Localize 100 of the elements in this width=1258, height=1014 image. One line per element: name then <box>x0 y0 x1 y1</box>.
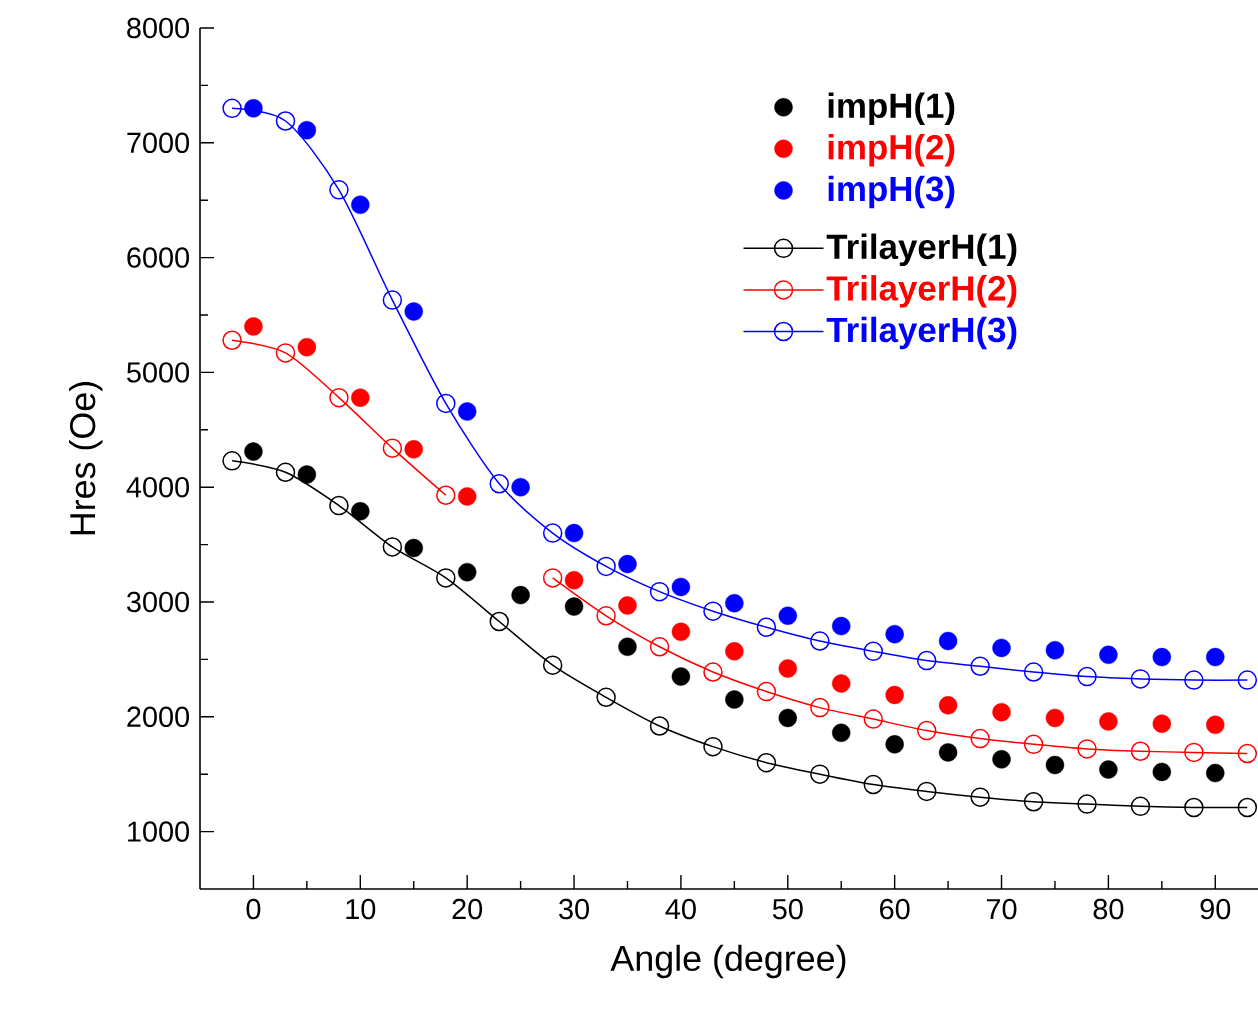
point <box>618 596 637 615</box>
point <box>1152 762 1172 782</box>
point <box>671 577 691 597</box>
legend-label: impH(2) <box>828 134 955 167</box>
point <box>863 641 884 662</box>
point <box>756 752 777 773</box>
point <box>1152 714 1172 733</box>
point <box>649 716 670 736</box>
point <box>649 581 670 602</box>
point <box>596 687 616 708</box>
y-tick-label: 6000 <box>127 247 190 268</box>
point <box>618 637 637 656</box>
point <box>1237 797 1258 818</box>
point <box>938 743 958 762</box>
point <box>885 624 904 644</box>
x-tick-label: 0 <box>246 898 261 920</box>
y-tick-label: 5000 <box>127 362 190 383</box>
point <box>542 523 563 543</box>
point <box>832 674 851 693</box>
point <box>756 617 777 637</box>
point <box>938 631 958 651</box>
point <box>351 195 370 214</box>
point <box>542 655 563 675</box>
point <box>244 99 263 118</box>
point <box>1023 734 1044 755</box>
point <box>222 330 242 350</box>
point <box>1237 743 1258 764</box>
y-axis-title: Hres (Oe) <box>69 382 103 535</box>
point <box>863 709 884 729</box>
point <box>1023 792 1044 812</box>
point <box>275 462 296 483</box>
point <box>244 317 263 336</box>
point <box>725 690 744 709</box>
point <box>404 440 423 459</box>
point <box>1130 669 1151 689</box>
point <box>1130 741 1151 761</box>
point <box>436 393 456 414</box>
point <box>725 642 744 661</box>
x-tick-label: 40 <box>665 898 696 920</box>
point <box>832 723 851 743</box>
point <box>222 451 242 471</box>
point <box>725 593 744 613</box>
point <box>916 650 937 671</box>
point <box>244 442 263 461</box>
point <box>382 537 403 557</box>
y-tick-label: 2000 <box>127 706 190 728</box>
point <box>970 728 990 749</box>
point <box>938 696 958 715</box>
point <box>618 554 637 574</box>
point <box>564 597 584 616</box>
point <box>810 764 830 784</box>
y-tick-label: 8000 <box>127 17 190 39</box>
point <box>329 180 349 200</box>
legend-label: TrilayerH(3) <box>826 316 1017 350</box>
point <box>863 774 884 795</box>
point <box>457 402 477 421</box>
legend-label: impH(3) <box>828 175 955 209</box>
x-tick-label: 10 <box>346 898 376 920</box>
point <box>885 735 904 754</box>
point <box>1099 712 1118 731</box>
y-tick-label: 3000 <box>126 591 190 613</box>
point <box>297 337 317 357</box>
x-tick-label: 30 <box>559 898 589 920</box>
point <box>564 570 584 590</box>
point <box>489 611 509 632</box>
x-tick-label: 70 <box>986 898 1017 920</box>
point <box>992 750 1011 769</box>
point <box>1130 796 1151 817</box>
point <box>671 667 691 686</box>
point <box>703 601 723 621</box>
point <box>671 622 691 642</box>
point <box>489 474 509 494</box>
legend-label: TrilayerH(1) <box>826 233 1017 267</box>
point <box>1045 755 1065 775</box>
point <box>885 685 904 705</box>
point <box>992 638 1011 658</box>
point <box>511 585 530 605</box>
point <box>511 478 530 497</box>
point <box>351 388 370 407</box>
point <box>564 523 584 543</box>
point <box>382 438 403 458</box>
point <box>703 736 723 757</box>
point <box>297 120 317 140</box>
point <box>1184 742 1204 763</box>
point <box>1184 670 1204 690</box>
y-tick-label: 7000 <box>127 132 190 154</box>
point <box>1206 715 1225 735</box>
point <box>703 662 723 682</box>
point <box>1237 670 1258 690</box>
x-tick-label: 20 <box>452 898 483 920</box>
x-tick-label: 60 <box>880 898 910 920</box>
point <box>436 568 456 588</box>
point <box>275 343 296 363</box>
point <box>1206 647 1225 667</box>
legend-label: impH(1) <box>828 92 955 125</box>
point <box>649 637 670 657</box>
point <box>329 387 349 408</box>
point <box>329 495 349 516</box>
point <box>916 720 937 741</box>
point <box>1099 760 1118 779</box>
